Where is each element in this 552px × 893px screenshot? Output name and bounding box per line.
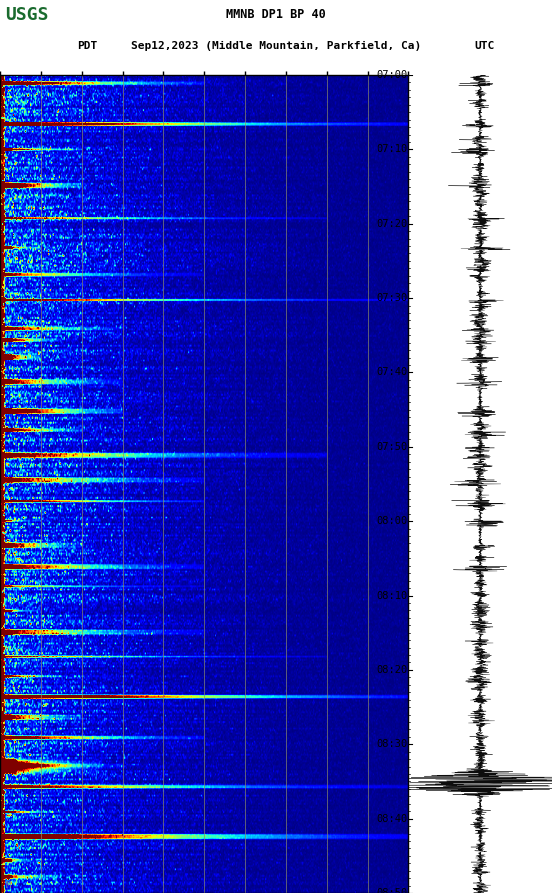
Text: 08:40: 08:40 bbox=[376, 814, 407, 823]
Text: 07:40: 07:40 bbox=[376, 367, 407, 378]
Text: PDT: PDT bbox=[77, 41, 98, 51]
Text: 07:20: 07:20 bbox=[376, 219, 407, 229]
Text: UTC: UTC bbox=[475, 41, 495, 51]
Text: MMNB DP1 BP 40: MMNB DP1 BP 40 bbox=[226, 7, 326, 21]
Text: 07:00: 07:00 bbox=[376, 70, 407, 80]
Text: 08:50: 08:50 bbox=[376, 888, 407, 893]
Text: 07:10: 07:10 bbox=[376, 145, 407, 154]
Text: 08:30: 08:30 bbox=[376, 739, 407, 749]
Text: 08:00: 08:00 bbox=[376, 516, 407, 526]
Text: USGS: USGS bbox=[6, 6, 49, 24]
Text: M: M bbox=[6, 881, 10, 890]
Text: 07:30: 07:30 bbox=[376, 293, 407, 303]
Text: 08:10: 08:10 bbox=[376, 590, 407, 601]
Text: Sep12,2023 (Middle Mountain, Parkfield, Ca): Sep12,2023 (Middle Mountain, Parkfield, … bbox=[131, 41, 421, 51]
Text: 08:20: 08:20 bbox=[376, 665, 407, 675]
Text: 07:50: 07:50 bbox=[376, 442, 407, 452]
